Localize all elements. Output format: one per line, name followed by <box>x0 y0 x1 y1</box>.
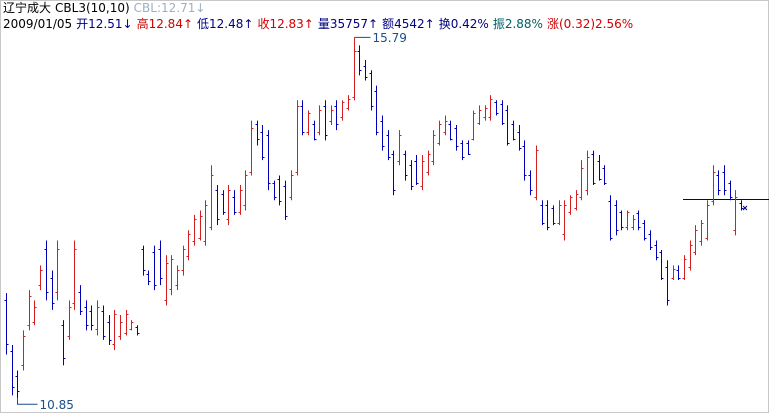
indicator-name: CBL3(10,10) <box>55 1 130 15</box>
cbl-marker <box>742 205 748 211</box>
quote-field: 换0.42% <box>438 17 489 31</box>
header: 辽宁成大 CBL3(10,10) CBL:12.71↓ 2009/01/05 开… <box>3 0 633 32</box>
quote-field: 涨(0.32)2.56% <box>546 17 634 31</box>
quote-field: 额4542↑ <box>382 17 435 31</box>
quote-field: 低12.48↑ <box>197 17 254 31</box>
header-line-2: 2009/01/05 开12.51↓ 高12.84↑ 低12.48↑ 收12.83↑ 量… <box>3 16 633 32</box>
stock-name: 辽宁成大 <box>3 1 52 15</box>
quote-field: 高12.84↑ <box>136 17 194 31</box>
quote-field: 收12.83↑ <box>257 17 314 31</box>
header-line-1: 辽宁成大 CBL3(10,10) CBL:12.71↓ <box>3 0 633 16</box>
min-leader <box>17 398 38 405</box>
max-label: 15.79 <box>373 31 407 45</box>
date: 2009/01/05 <box>3 17 73 31</box>
quote-field: 量35757↑ <box>317 17 379 31</box>
quote-field: 开12.51↓ <box>76 17 133 31</box>
quote-field: 振2.88% <box>492 17 543 31</box>
min-label: 10.85 <box>40 398 74 412</box>
indicator-value: CBL:12.71↓ <box>133 1 206 15</box>
